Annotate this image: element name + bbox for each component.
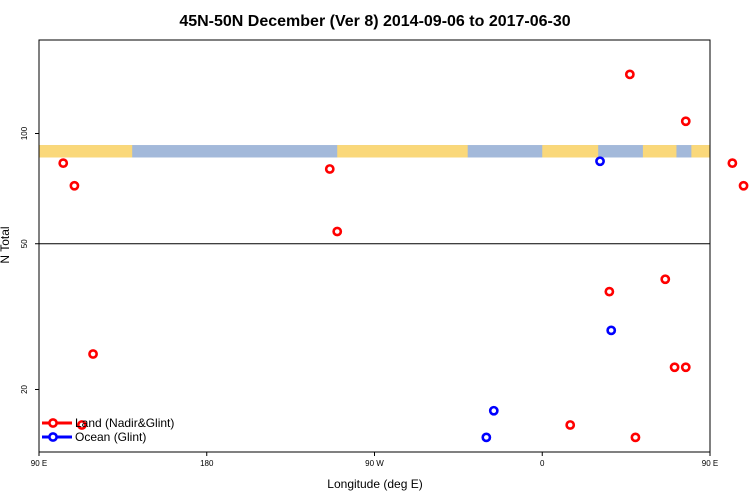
data-points [58,69,749,443]
x-axis-label: Longitude (deg E) [327,477,422,491]
y-tick-label: 100 [20,126,29,140]
legend-label: Ocean (Glint) [75,430,146,444]
legend-marker [48,418,58,428]
data-point [481,432,492,443]
data-point [488,405,499,416]
x-tick-label: 90 W [365,459,384,468]
x-tick-label: 90 E [31,459,47,468]
data-point [69,180,80,191]
data-point [324,164,335,174]
data-point [606,325,617,336]
data-point [738,180,749,191]
data-point [660,274,671,285]
x-axis: 90 E 180 90 W 0 90 E [31,452,718,468]
data-point [727,158,738,169]
map-land [337,145,468,158]
data-point [88,349,98,359]
data-point [565,420,576,430]
plot-frame [38,39,711,453]
map-land [642,145,677,158]
data-point [630,432,641,443]
chart-title: 45N-50N December (Ver 8) 2014-09-06 to 2… [179,13,570,30]
y-axis: 20 50 100 [20,126,39,394]
y-tick-label: 20 [20,384,29,393]
y-axis-label: N Total [0,226,12,263]
legend-marker [48,432,58,442]
data-point [332,226,343,237]
data-point [624,69,635,80]
data-point [669,362,680,373]
data-point [680,116,691,127]
x-tick-label: 0 [540,459,545,468]
data-point [76,420,87,430]
x-tick-label: 90 E [702,459,718,468]
data-point [595,156,605,167]
data-point [680,362,691,373]
x-tick-label: 180 [200,459,214,468]
map-land [542,145,599,158]
y-tick-label: 50 [20,239,29,248]
data-point [58,158,69,169]
map-land [691,145,710,158]
legend: Land (Nadir&Glint)Ocean (Glint) [42,416,174,444]
map-band [39,145,710,158]
map-land [39,145,133,158]
legend-label: Land (Nadir&Glint) [75,416,174,430]
data-point [604,286,615,297]
